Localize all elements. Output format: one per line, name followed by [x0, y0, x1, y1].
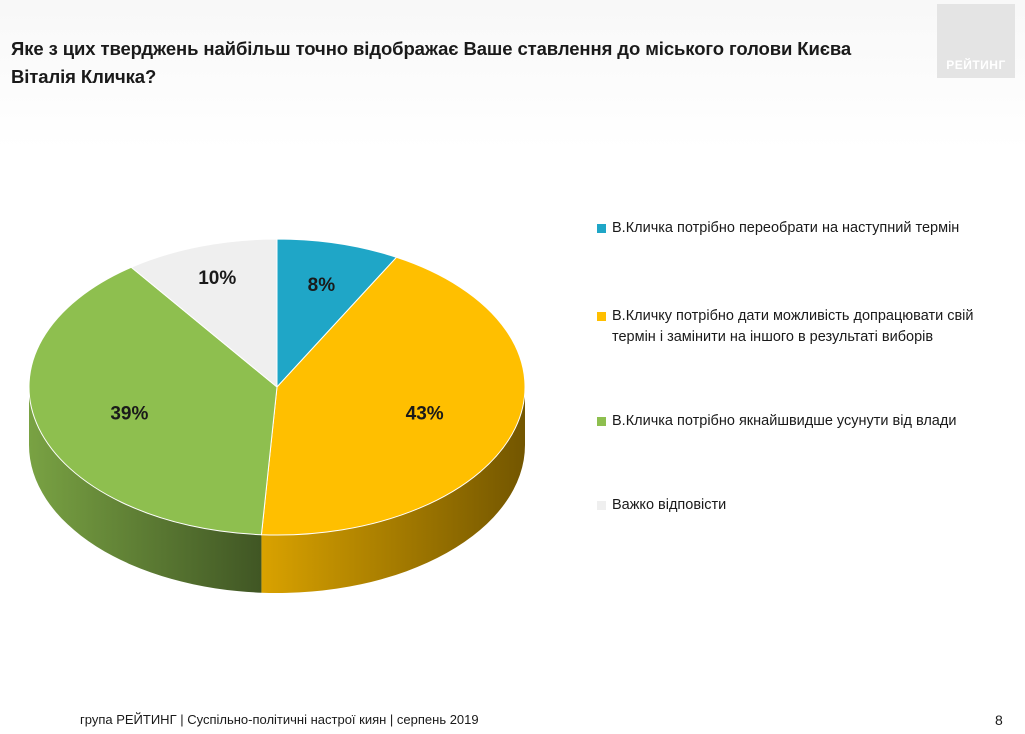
- legend-item-3: В.Кличка потрібно якнайшвидше усунути ві…: [597, 411, 1007, 432]
- chart-legend: В.Кличка потрібно переобрати на наступни…: [597, 218, 1007, 516]
- legend-item-4: Важко відповісти: [597, 495, 1007, 516]
- legend-swatch: [597, 501, 606, 510]
- pie-side-3: [29, 387, 262, 593]
- pie-label-1: 8%: [308, 275, 336, 296]
- pie-label-3: 39%: [110, 404, 148, 425]
- pie-slice-1: [276, 238, 398, 389]
- header-background: [0, 0, 1025, 150]
- pie-tops: [28, 238, 526, 536]
- pie-label-4: 10%: [198, 268, 236, 289]
- legend-swatch: [597, 417, 606, 426]
- page-number: 8: [995, 712, 1003, 728]
- legend-label: В.Кличка потрібно переобрати на наступни…: [612, 220, 960, 236]
- footer-source: група РЕЙТИНГ | Суспільно-політичні наст…: [80, 712, 479, 727]
- legend-swatch: [597, 224, 606, 233]
- legend-label: В.Кличку потрібно дати можливість допрац…: [612, 308, 974, 345]
- legend-item-2: В.Кличку потрібно дати можливість допрац…: [597, 306, 1007, 348]
- chart-title: Яке з цих тверджень найбільш точно відоб…: [11, 38, 852, 87]
- pie-label-2: 43%: [406, 404, 444, 425]
- pie-slice-3: [28, 266, 278, 536]
- pie-labels: 8% 43% 39% 10%: [110, 268, 443, 424]
- legend-item-1: В.Кличка потрібно переобрати на наступни…: [597, 218, 1007, 239]
- logo-text: РЕЙТИНГ: [946, 58, 1006, 72]
- pie-slice-4: [130, 238, 278, 389]
- legend-swatch: [597, 312, 606, 321]
- rating-logo: РЕЙТИНГ: [937, 4, 1015, 78]
- legend-label: В.Кличка потрібно якнайшвидше усунути ві…: [612, 413, 957, 429]
- legend-label: Важко відповісти: [612, 497, 727, 513]
- pie-slice-2: [260, 256, 526, 536]
- pie-sides: [29, 387, 525, 593]
- pie-side-2: [261, 387, 525, 593]
